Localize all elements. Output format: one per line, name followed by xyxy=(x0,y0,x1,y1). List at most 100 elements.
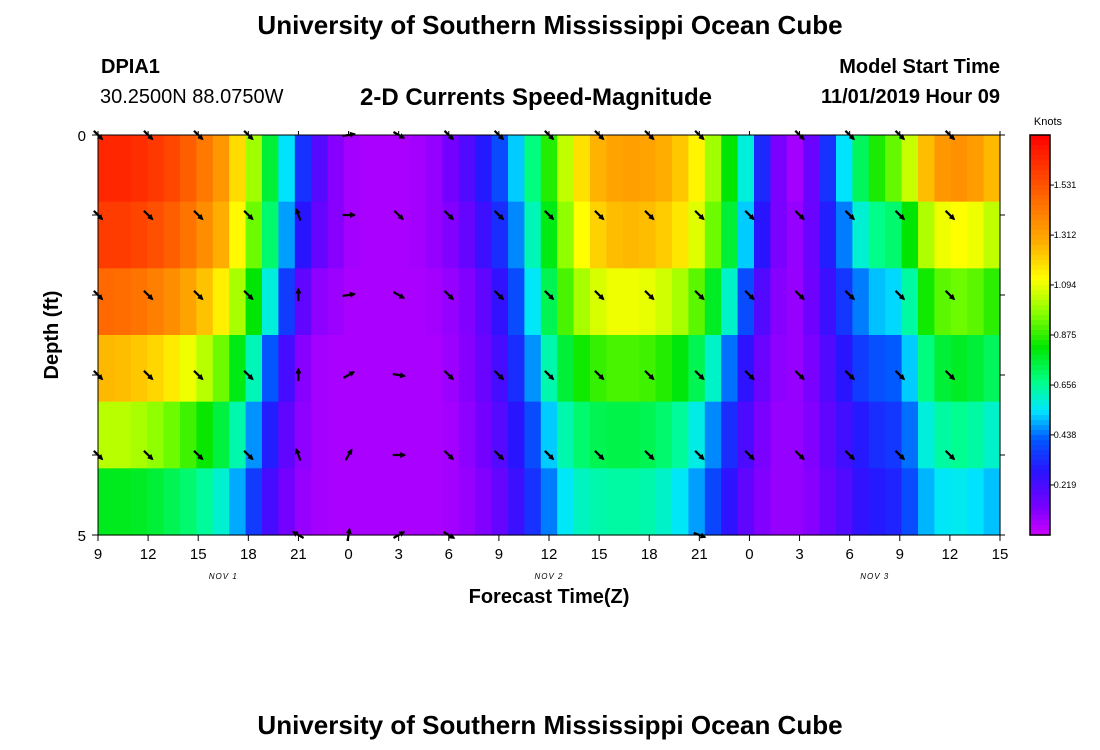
heatmap-cell xyxy=(360,401,378,469)
heatmap-cell xyxy=(672,268,689,336)
current-arrow xyxy=(392,372,407,379)
heatmap-cell xyxy=(672,201,689,269)
colorbar-segment xyxy=(1030,355,1050,361)
current-arrow xyxy=(894,290,906,301)
model-start-time: 11/01/2019 Hour 09 xyxy=(820,86,1000,108)
current-arrow xyxy=(493,450,505,461)
heatmap-cell xyxy=(114,135,132,203)
heatmap-cell xyxy=(737,268,755,336)
heatmap-cell xyxy=(327,135,345,203)
heatmap-cell xyxy=(376,135,394,203)
heatmap-cell xyxy=(606,401,624,469)
heatmap-cell xyxy=(737,468,755,536)
heatmap-cell xyxy=(327,468,345,536)
heatmap-cell xyxy=(557,468,575,536)
heatmap-cell xyxy=(573,135,591,203)
heatmap-cell xyxy=(606,201,624,269)
heatmap-cell xyxy=(508,268,525,336)
heatmap-cell xyxy=(311,335,329,403)
date-label: NOV 1 xyxy=(209,572,238,581)
heatmap-cell xyxy=(573,468,591,536)
heatmap-cell xyxy=(311,468,329,536)
current-arrow xyxy=(143,450,154,461)
heatmap-cell xyxy=(393,468,411,536)
heatmap-cell xyxy=(836,135,853,203)
date-label: NOV 2 xyxy=(534,572,563,581)
heatmap-cell xyxy=(311,268,329,336)
heatmap-cell xyxy=(98,201,115,269)
heatmap-cell xyxy=(754,335,771,403)
heatmap-cell xyxy=(491,268,509,336)
heatmap-cell xyxy=(786,401,804,469)
heatmap-cell xyxy=(393,335,411,403)
current-arrow xyxy=(243,370,254,381)
heatmap-cell xyxy=(114,401,132,469)
colorbar-segment xyxy=(1030,280,1050,286)
heatmap-cell xyxy=(688,268,706,336)
heatmap-cell xyxy=(885,135,903,203)
heatmap-cell xyxy=(721,135,739,203)
heatmap-cell xyxy=(622,335,640,403)
colorbar-segment xyxy=(1030,445,1050,451)
current-arrow xyxy=(342,291,356,298)
current-arrow xyxy=(694,450,705,461)
current-arrow xyxy=(844,370,855,381)
heatmap-cell xyxy=(409,201,427,269)
heatmap-cell xyxy=(262,335,279,403)
colorbar-segment xyxy=(1030,440,1050,446)
heatmap-cell xyxy=(262,268,279,336)
heatmap-cell xyxy=(934,201,952,269)
current-arrow xyxy=(344,448,353,461)
heatmap-cell xyxy=(573,335,591,403)
heatmap-cell xyxy=(950,135,968,203)
heatmap-cell xyxy=(409,401,427,469)
current-arrow xyxy=(544,370,555,381)
heatmap-cell xyxy=(163,401,181,469)
colorbar-segment xyxy=(1030,300,1050,306)
x-tick-label: 15 xyxy=(992,546,1009,563)
heatmap-cell xyxy=(967,135,985,203)
heatmap-cell xyxy=(918,468,935,536)
heatmap-cell xyxy=(327,268,345,336)
current-arrow xyxy=(844,210,855,221)
heatmap-cell xyxy=(852,268,870,336)
heatmap-cell xyxy=(639,468,657,536)
current-arrow xyxy=(944,290,956,301)
heatmap-cell xyxy=(130,135,148,203)
heatmap-cell xyxy=(344,335,361,403)
heatmap-cell xyxy=(245,135,263,203)
x-axis-label: Forecast Time(Z) xyxy=(469,586,630,608)
colorbar-segment xyxy=(1030,465,1050,471)
heatmap-cell xyxy=(950,468,968,536)
heatmap-cell xyxy=(508,201,525,269)
heatmap-cell xyxy=(163,268,181,336)
heatmap-cell xyxy=(229,468,247,536)
heatmap-cell xyxy=(212,335,230,403)
current-arrow xyxy=(393,210,404,221)
current-arrow xyxy=(944,370,956,381)
colorbar-segment xyxy=(1030,495,1050,501)
heatmap-cell xyxy=(918,268,935,336)
heatmap-cell xyxy=(885,335,903,403)
heatmap-cell xyxy=(918,201,935,269)
current-arrow xyxy=(794,370,805,381)
colorbar-segment xyxy=(1030,140,1050,146)
heatmap-cell xyxy=(934,268,952,336)
current-arrow xyxy=(894,450,906,461)
heatmap-cell xyxy=(901,201,919,269)
colorbar-segment xyxy=(1030,240,1050,246)
heatmap-cell xyxy=(229,201,247,269)
heatmap-cell xyxy=(950,268,968,336)
heatmap-cell xyxy=(524,401,542,469)
heatmap-cell xyxy=(475,135,493,203)
colorbar-tick-label: 0.438 xyxy=(1054,430,1077,440)
heatmap-cell xyxy=(852,468,870,536)
heatmap-cell xyxy=(229,135,247,203)
heatmap-cell xyxy=(98,335,115,403)
heatmap-cell xyxy=(212,401,230,469)
heatmap-cell xyxy=(262,468,279,536)
heatmap-cell xyxy=(688,135,706,203)
colorbar-segment xyxy=(1030,265,1050,271)
colorbar-segment xyxy=(1030,235,1050,241)
